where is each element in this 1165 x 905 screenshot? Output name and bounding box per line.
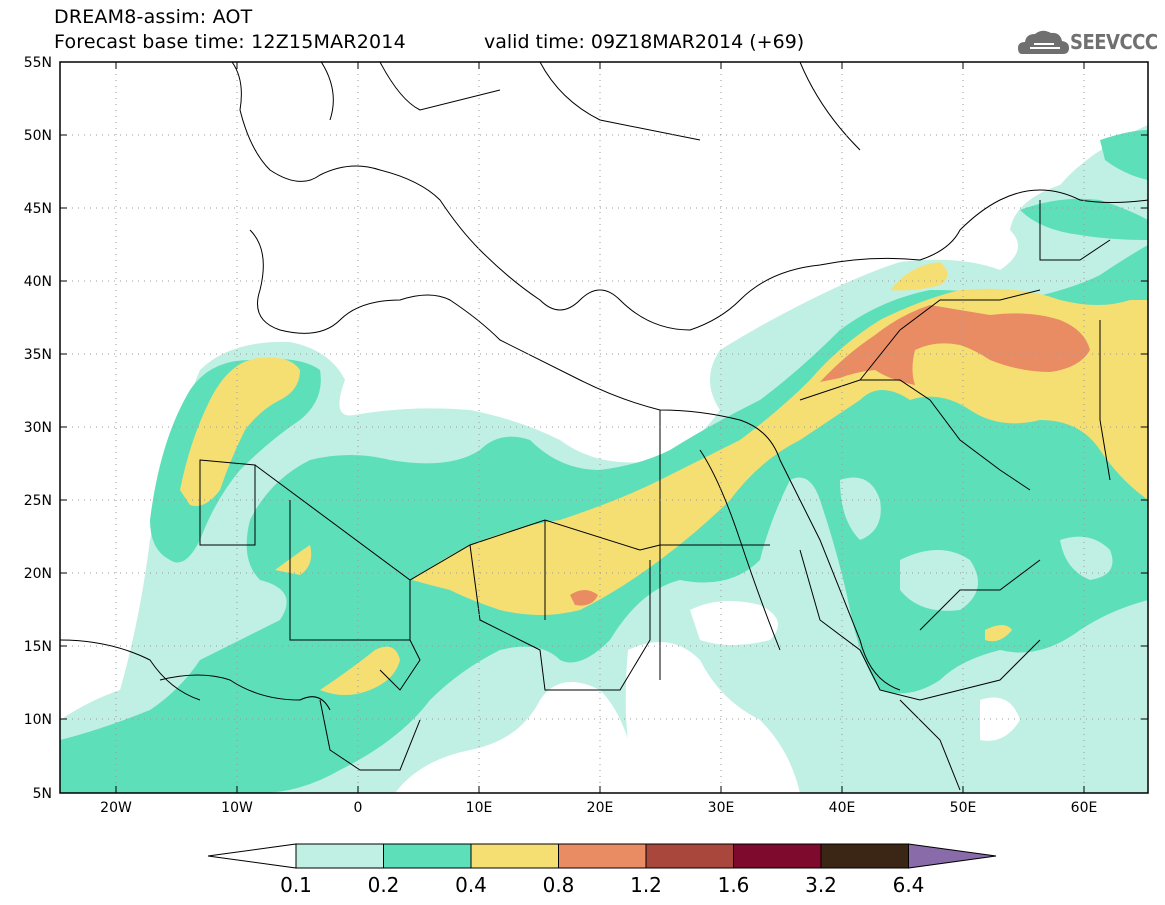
legend-label: 6.4 — [893, 873, 925, 897]
lat-label: 25N — [24, 493, 52, 509]
lat-label: 40N — [24, 274, 52, 290]
lat-label: 55N — [24, 55, 52, 71]
graticule — [60, 62, 1148, 793]
legend-label: 1.2 — [630, 873, 662, 897]
aot-level-0.4 — [180, 262, 1148, 695]
legend-arrow-low — [207, 843, 297, 869]
legend-swatch — [645, 843, 734, 869]
cloud-icon — [1018, 30, 1069, 54]
legend-labels: 0.1 0.2 0.4 0.8 1.2 1.6 3.2 6.4 — [280, 873, 924, 897]
legend-label: 0.1 — [280, 873, 312, 897]
axis-ticks — [60, 61, 1148, 794]
lat-label: 5N — [33, 786, 52, 802]
country-borders — [60, 62, 1148, 791]
legend-label: 1.6 — [718, 873, 750, 897]
lon-label: 10W — [221, 800, 253, 816]
legend-swatch — [383, 843, 472, 869]
lat-label: 50N — [24, 128, 52, 144]
valid-time: valid time: 09Z18MAR2014 (+69) — [484, 31, 805, 53]
legend-swatch — [820, 843, 909, 869]
lat-label: 15N — [24, 639, 52, 655]
color-legend — [207, 843, 997, 869]
legend-swatch — [558, 843, 647, 869]
lat-label: 30N — [24, 420, 52, 436]
lat-label: 35N — [24, 347, 52, 363]
lon-label: 40E — [829, 800, 856, 816]
legend-label: 0.8 — [543, 873, 575, 897]
legend-swatch — [733, 843, 822, 869]
lon-label: 20E — [587, 800, 614, 816]
legend-swatch — [295, 843, 384, 869]
aot-level-0.1-islands — [170, 477, 1113, 749]
lon-label: 60E — [1071, 800, 1098, 816]
lat-label: 10N — [24, 712, 52, 728]
logo-text: SEEVCCC — [1070, 30, 1158, 54]
longitude-labels: 20W 10W 0 10E 20E 30E 40E 50E 60E — [100, 800, 1097, 816]
latitude-labels: 55N 50N 45N 40N 35N 30N 25N 20N 15N 10N … — [24, 55, 52, 802]
lon-label: 20W — [100, 800, 132, 816]
legend-swatch — [470, 843, 559, 869]
map-title: DREAM8-assim: AOT — [54, 6, 253, 28]
legend-label: 3.2 — [805, 873, 837, 897]
lat-label: 45N — [24, 201, 52, 217]
lat-label: 20N — [24, 566, 52, 582]
legend-arrow-high — [908, 843, 997, 869]
lon-label: 0 — [354, 800, 363, 816]
lon-label: 10E — [466, 800, 493, 816]
aot-level-0.8 — [570, 305, 1090, 606]
lon-label: 50E — [950, 800, 977, 816]
forecast-base-time: Forecast base time: 12Z15MAR2014 — [54, 31, 406, 53]
legend-label: 0.2 — [368, 873, 400, 897]
legend-label: 0.4 — [455, 873, 487, 897]
lon-label: 30E — [708, 800, 735, 816]
aot-field — [60, 62, 1148, 793]
